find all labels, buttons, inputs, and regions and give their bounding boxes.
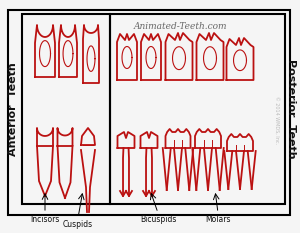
Text: Animated-Teeth.com: Animated-Teeth.com — [133, 22, 227, 31]
Text: Anterior  Teeth: Anterior Teeth — [8, 62, 18, 156]
Bar — [8, 10, 290, 215]
Bar — [22, 14, 110, 204]
Text: Posterior  Teeth: Posterior Teeth — [286, 59, 296, 159]
Text: Incisors: Incisors — [30, 215, 60, 224]
Text: © 2014 WMDS, Inc.: © 2014 WMDS, Inc. — [274, 96, 280, 144]
Text: Bicuspids: Bicuspids — [140, 215, 176, 224]
Bar — [110, 14, 285, 204]
Text: Molars: Molars — [205, 215, 231, 224]
Text: Cuspids: Cuspids — [63, 220, 93, 229]
